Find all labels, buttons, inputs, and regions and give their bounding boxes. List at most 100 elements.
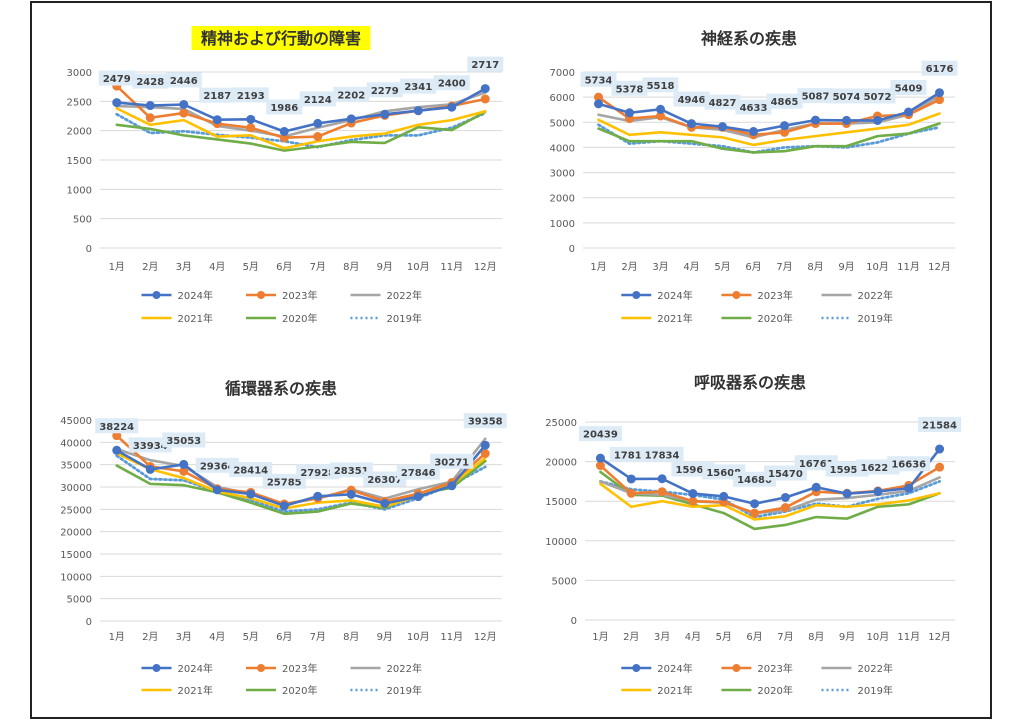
data-label: 4865 — [771, 97, 799, 108]
data-label: 2193 — [237, 91, 265, 102]
y-tick-label: 25000 — [545, 418, 577, 429]
legend-label: 2019年 — [858, 684, 893, 697]
x-tick-label: 7月 — [310, 631, 326, 643]
legend-label: 2024年 — [657, 289, 692, 302]
data-label-bg — [580, 71, 617, 87]
point-2024年 — [413, 492, 423, 502]
point-2024年 — [380, 498, 390, 508]
data-label-bg — [828, 88, 865, 104]
y-tick-label: 3000 — [550, 169, 575, 180]
point-2024年 — [718, 122, 727, 132]
data-label: 30271 — [434, 457, 469, 468]
x-tick-label: 10月 — [867, 631, 890, 643]
title-highlight — [191, 26, 371, 50]
series-line-2020年 — [115, 110, 487, 152]
legend-marker-2024年 — [152, 291, 161, 299]
y-tick-label: 1000 — [67, 185, 92, 196]
legend-marker-2024年 — [632, 664, 641, 672]
point-2024年 — [688, 489, 698, 499]
y-tick-label: 5000 — [550, 118, 575, 129]
x-tick-label: 6月 — [746, 631, 762, 643]
point-2024年 — [179, 100, 189, 110]
data-label-bg — [229, 462, 273, 478]
point-2023年 — [145, 113, 155, 123]
x-tick-label: 12月 — [928, 631, 951, 643]
data-label: 4633 — [740, 103, 768, 114]
data-label-bg — [704, 94, 741, 110]
point-2024年 — [346, 489, 356, 499]
data-label: 4827 — [709, 98, 737, 109]
y-tick-label: 20000 — [545, 458, 577, 469]
x-tick-label: 2月 — [623, 631, 639, 643]
data-label-bg — [299, 91, 336, 107]
x-tick-label: 5月 — [716, 631, 732, 643]
data-label-bg — [673, 91, 710, 107]
point-2024年 — [750, 499, 760, 509]
point-2024年 — [687, 119, 696, 129]
data-label: 39358 — [468, 417, 503, 428]
data-label-bg — [640, 446, 684, 462]
data-label-bg — [735, 99, 772, 115]
data-label: 2187 — [203, 91, 231, 102]
x-tick-label: 5月 — [714, 261, 730, 273]
point-2024年 — [656, 104, 665, 114]
y-tick-label: 5000 — [552, 576, 577, 587]
data-label-bg — [296, 464, 340, 480]
data-label-bg — [162, 432, 206, 448]
point-2024年 — [842, 489, 852, 499]
legend-label: 2023年 — [757, 289, 792, 302]
y-tick-label: 10000 — [545, 537, 577, 548]
y-tick-label: 2000 — [550, 194, 575, 205]
legend-label: 2020年 — [757, 684, 792, 697]
legend-label: 2020年 — [757, 312, 792, 325]
x-tick-label: 8月 — [343, 631, 359, 643]
y-tick-label: 1000 — [550, 219, 575, 230]
y-tick-label: 1500 — [67, 156, 92, 167]
data-label: 5378 — [616, 84, 644, 95]
legend-marker-2024年 — [632, 291, 641, 299]
x-tick-label: 10月 — [407, 631, 430, 643]
legend-marker-2023年 — [732, 291, 741, 299]
data-label: 5072 — [864, 92, 892, 103]
x-tick-label: 7月 — [777, 631, 793, 643]
data-label-bg — [262, 473, 306, 489]
data-label: 2124 — [304, 95, 332, 106]
point-2024年 — [626, 474, 636, 484]
x-tick-label: 9月 — [838, 261, 854, 273]
series-line-2020年 — [597, 122, 941, 154]
x-tick-label: 5月 — [243, 261, 259, 273]
legend-label: 2023年 — [757, 662, 792, 675]
x-tick-label: 11月 — [897, 261, 920, 273]
series-line-2021年 — [597, 112, 941, 147]
point-2024年 — [112, 98, 122, 108]
x-tick-label: 6月 — [745, 261, 761, 273]
data-label: 16761 — [799, 459, 834, 470]
x-tick-label: 3月 — [176, 631, 192, 643]
series-line-2024年 — [597, 91, 941, 133]
chart-respiratory-system: 呼吸器系の疾患 0 5000 10000 15000 20000 25000 1月 2月 3月 4月… — [545, 373, 962, 697]
legend-label: 2022年 — [387, 662, 422, 675]
y-tick-label: 10000 — [60, 572, 92, 583]
data-label-bg — [918, 417, 962, 433]
y-tick-label: 7000 — [550, 68, 575, 79]
x-tick-label: 2月 — [142, 631, 158, 643]
data-label: 5074 — [833, 92, 861, 103]
x-tick-label: 7月 — [776, 261, 792, 273]
point-2024年 — [657, 474, 667, 484]
data-label-bg — [578, 426, 622, 442]
x-tick-label: 12月 — [474, 631, 497, 643]
series-line-2024年 — [115, 443, 487, 508]
point-2023年 — [179, 108, 189, 118]
chart-title: 循環器系の疾患 — [225, 379, 337, 398]
point-2023年 — [595, 461, 605, 471]
point-2024年 — [935, 444, 945, 454]
y-tick-label: 0 — [86, 617, 92, 628]
series-line-2024年 — [115, 87, 487, 133]
x-tick-label: 1月 — [592, 631, 608, 643]
point-2024年 — [904, 483, 914, 493]
series-line-2023年 — [597, 95, 941, 137]
y-tick-label: 2000 — [67, 127, 92, 138]
legend-label: 2021年 — [178, 312, 213, 325]
data-label: 33934 — [133, 441, 168, 452]
x-tick-label: 4月 — [683, 261, 699, 273]
